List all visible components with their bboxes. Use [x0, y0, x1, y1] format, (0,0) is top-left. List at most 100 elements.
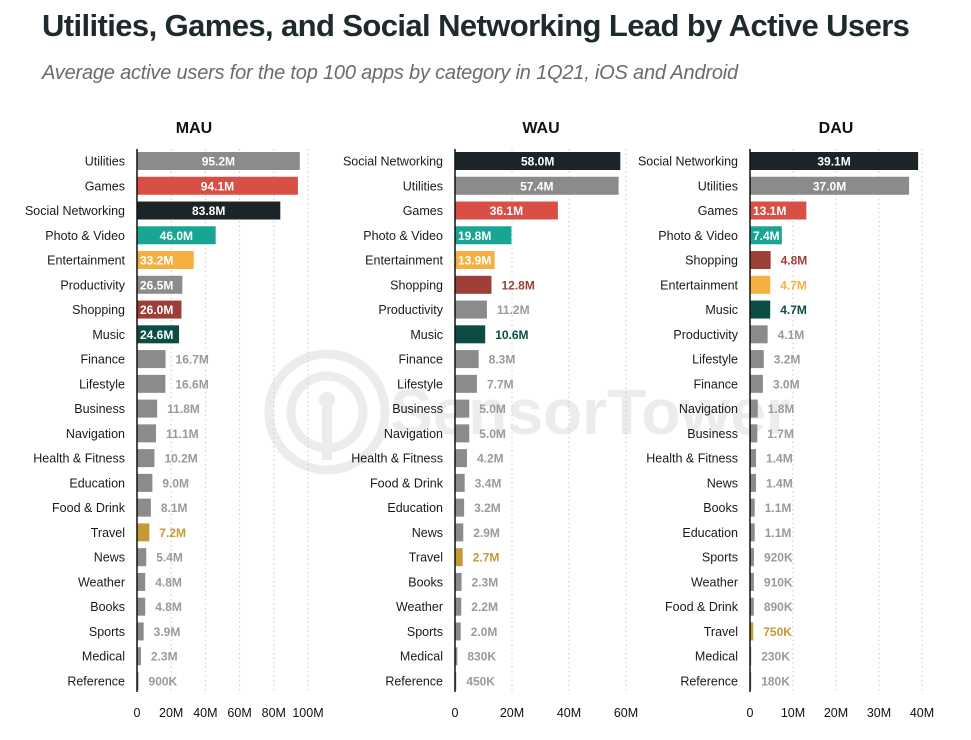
- value-label: 4.8M: [781, 254, 808, 268]
- category-label: Utilities: [698, 179, 738, 193]
- wau-bar: [455, 597, 462, 616]
- dau-bar: [750, 176, 910, 195]
- mau-row-travel: Travel 7.2M: [91, 523, 186, 542]
- value-label: 7.2M: [159, 526, 186, 540]
- wau-bar: [455, 374, 477, 393]
- category-label: Medical: [400, 650, 443, 664]
- value-label: 94.1M: [201, 179, 234, 193]
- category-label: Finance: [399, 353, 444, 367]
- mau-x-tick-label: 100M: [292, 706, 323, 720]
- category-label: Food & Drink: [52, 501, 126, 515]
- mau-bar: [137, 548, 147, 567]
- category-label: Reference: [385, 674, 443, 688]
- dau-x-tick-label: 0: [747, 706, 754, 720]
- category-label: Reference: [680, 674, 738, 688]
- value-label: 4.2M: [477, 452, 504, 466]
- value-label: 16.7M: [176, 353, 209, 367]
- mau-row-social-networking: Social Networking 83.8M: [25, 201, 281, 220]
- dau-row-photo-and-video: Photo & Video 7.4M: [658, 226, 782, 245]
- dau-bar: [750, 424, 758, 443]
- dau-row-weather: Weather 910K: [691, 572, 793, 591]
- dau-row-business: Business 1.7M: [687, 424, 794, 443]
- category-label: Photo & Video: [45, 229, 125, 243]
- mau-row-health-and-fitness: Health & Fitness 10.2M: [33, 449, 198, 468]
- category-label: Navigation: [679, 402, 738, 416]
- dau-row-finance: Finance 3.0M: [694, 374, 800, 393]
- value-label: 920K: [764, 551, 793, 565]
- value-label: 3.0M: [773, 377, 800, 391]
- value-label: 1.1M: [765, 501, 792, 515]
- mau-bar: [137, 300, 182, 319]
- value-label: 9.0M: [162, 476, 189, 490]
- mau-row-finance: Finance 16.7M: [81, 350, 209, 369]
- value-label: 36.1M: [490, 204, 523, 218]
- category-label: Games: [698, 204, 738, 218]
- wau-bar: [455, 251, 495, 270]
- dau-bar: [750, 251, 771, 270]
- value-label: 2.2M: [471, 600, 498, 614]
- dau-bar: [750, 374, 763, 393]
- dau-row-travel: Travel 750K: [704, 622, 792, 641]
- mau-bar: [137, 498, 151, 517]
- category-label: Travel: [704, 625, 738, 639]
- wau-bar: [455, 424, 470, 443]
- wau-row-sports: Sports 2.0M: [407, 622, 497, 641]
- wau-bar: [455, 622, 461, 641]
- category-label: Navigation: [384, 427, 443, 441]
- value-label: 3.4M: [475, 476, 502, 490]
- dau-panel: DAU 0 10M 20M 30M 40M Social Networking 39.1M Ut…: [638, 120, 934, 720]
- value-label: 5.0M: [479, 427, 506, 441]
- mau-bar: [137, 647, 141, 666]
- category-label: Health & Fitness: [33, 452, 125, 466]
- dau-row-health-and-fitness: Health & Fitness 1.4M: [646, 449, 793, 468]
- wau-row-games: Games 36.1M: [403, 201, 558, 220]
- dau-row-books: Books 1.1M: [703, 498, 792, 517]
- category-label: Lifestyle: [79, 377, 125, 391]
- wau-row-productivity: Productivity 11.2M: [378, 300, 530, 319]
- dau-bar: [750, 498, 755, 517]
- wau-bar: [455, 399, 470, 418]
- value-label: 95.2M: [202, 155, 235, 169]
- dau-x-tick-label: 40M: [910, 706, 934, 720]
- wau-row-books: Books 2.3M: [408, 572, 498, 591]
- wau-row-news: News 2.9M: [412, 523, 500, 542]
- mau-bar: [137, 399, 158, 418]
- dau-bar: [750, 201, 807, 220]
- value-label: 830K: [467, 650, 496, 664]
- mau-bar: [137, 572, 146, 591]
- wau-row-finance: Finance 8.3M: [399, 350, 515, 369]
- category-label: Education: [69, 476, 125, 490]
- dau-bar: [750, 597, 754, 616]
- dau-bar: [750, 548, 754, 567]
- category-label: Weather: [396, 600, 443, 614]
- value-label: 7.4M: [753, 229, 780, 243]
- value-label: 11.2M: [497, 303, 530, 317]
- category-label: Finance: [81, 353, 126, 367]
- wau-row-shopping: Shopping 12.8M: [390, 275, 535, 294]
- value-label: 57.4M: [520, 179, 553, 193]
- dau-row-entertainment: Entertainment 4.7M: [660, 275, 807, 294]
- mau-bar: [137, 523, 150, 542]
- value-label: 1.7M: [767, 427, 794, 441]
- mau-row-food-and-drink: Food & Drink 8.1M: [52, 498, 188, 517]
- value-label: 1.4M: [766, 476, 793, 490]
- dau-bar: [750, 622, 754, 641]
- category-label: Music: [705, 303, 738, 317]
- mau-row-lifestyle: Lifestyle 16.6M: [79, 374, 209, 393]
- chart-subtitle: Average active users for the top 100 app…: [42, 62, 738, 84]
- mau-bar: [137, 176, 298, 195]
- dau-bar: [750, 300, 771, 319]
- sensor-tower-logo-icon: [264, 349, 390, 475]
- dau-row-news: News 1.4M: [707, 473, 793, 492]
- wau-bar: [455, 275, 492, 294]
- wau-row-reference: Reference 450K: [385, 671, 495, 690]
- dau-panel-title: DAU: [819, 120, 854, 137]
- category-label: Travel: [91, 526, 125, 540]
- mau-bar: [137, 350, 166, 369]
- category-label: Medical: [82, 650, 125, 664]
- value-label: 2.7M: [473, 551, 500, 565]
- mau-panel: MAU 0 20M 40M 60M 80M 100M Utilities 95.2M Games 9…: [25, 120, 324, 720]
- mau-row-news: News 5.4M: [94, 548, 183, 567]
- value-label: 230K: [761, 650, 790, 664]
- dau-x-tick-label: 30M: [867, 706, 891, 720]
